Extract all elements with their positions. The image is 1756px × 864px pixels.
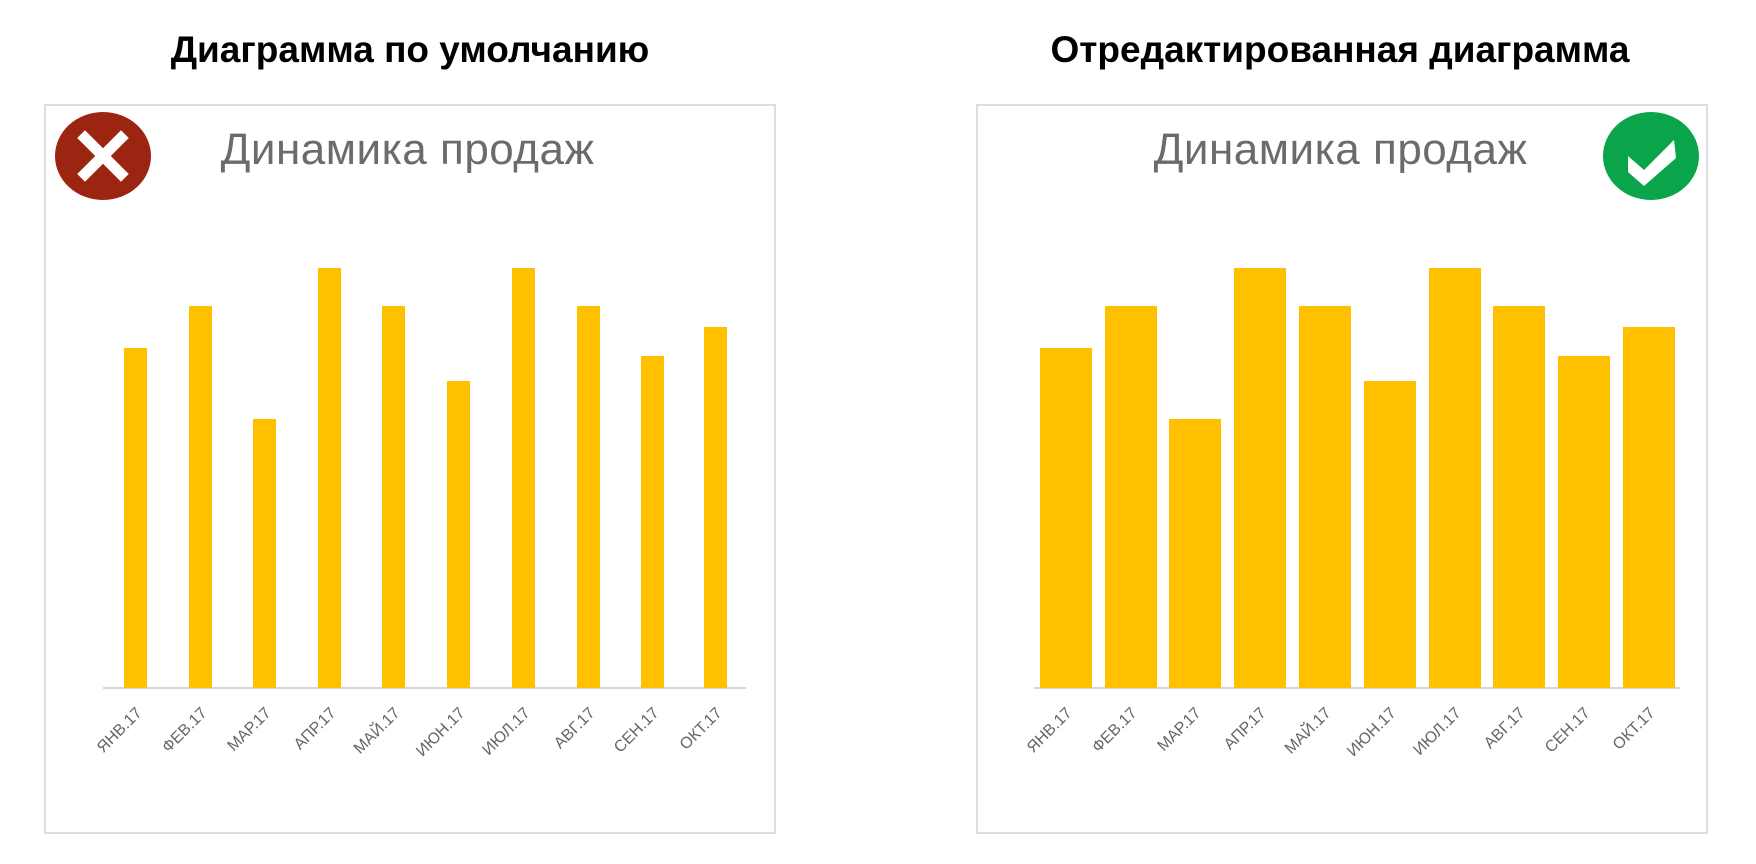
bar (1429, 268, 1481, 688)
bar (1493, 306, 1545, 688)
checkmark-icon-glyph (1628, 140, 1676, 186)
cross-icon-glyph (77, 130, 129, 182)
panel-heading-default: Диаграмма по умолчанию (170, 29, 650, 70)
bar (1040, 348, 1092, 688)
bar (641, 356, 664, 688)
bar (318, 268, 341, 688)
bar (1364, 381, 1416, 688)
bar (447, 381, 470, 688)
bar (704, 327, 727, 688)
x-axis-line-edited (1034, 687, 1680, 689)
bar (1105, 306, 1157, 688)
bar (1169, 419, 1221, 688)
bar (512, 268, 535, 688)
chart-title-default: Динамика продаж (220, 125, 595, 174)
bar (1299, 306, 1351, 688)
checkmark-icon (1603, 112, 1699, 200)
bar (253, 419, 276, 688)
x-axis-line-default (103, 687, 746, 689)
bar (577, 306, 600, 688)
panel-heading-edited: Отредактированная диаграмма (1050, 29, 1630, 70)
bar (1558, 356, 1610, 688)
chart-title-edited: Динамика продаж (1153, 125, 1528, 174)
bar (189, 306, 212, 688)
chart-frame-default (44, 104, 776, 834)
bar (382, 306, 405, 688)
bar (124, 348, 147, 688)
bar (1234, 268, 1286, 688)
bar (1623, 327, 1675, 688)
cross-icon (55, 112, 151, 200)
